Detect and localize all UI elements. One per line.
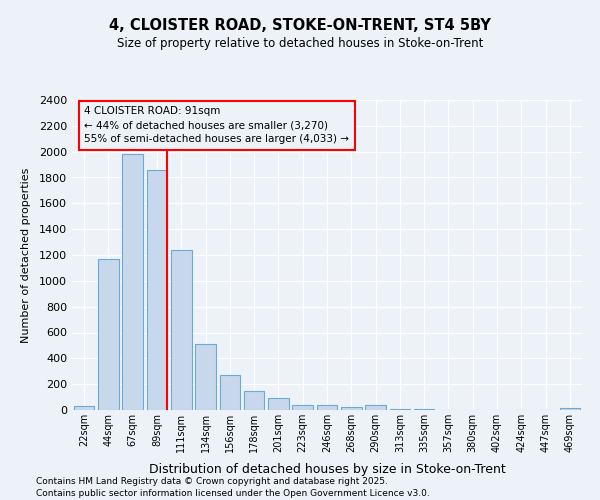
Bar (244, 390, 265, 410)
Bar (98, 259, 119, 410)
Bar (74, 406, 94, 410)
Text: Contains public sector information licensed under the Open Government Licence v3: Contains public sector information licen… (36, 489, 430, 498)
Text: Contains HM Land Registry data © Crown copyright and database right 2025.: Contains HM Land Registry data © Crown c… (36, 478, 388, 486)
Text: 4, CLOISTER ROAD, STOKE-ON-TRENT, ST4 5BY: 4, CLOISTER ROAD, STOKE-ON-TRENT, ST4 5B… (109, 18, 491, 32)
Bar (146, 170, 167, 410)
Y-axis label: Number of detached properties: Number of detached properties (20, 168, 31, 342)
Text: 4 CLOISTER ROAD: 91sqm
← 44% of detached houses are smaller (3,270)
55% of semi-: 4 CLOISTER ROAD: 91sqm ← 44% of detached… (85, 106, 349, 144)
Bar (122, 154, 143, 410)
Bar (560, 408, 580, 410)
Bar (220, 375, 240, 410)
Text: Size of property relative to detached houses in Stoke-on-Trent: Size of property relative to detached ho… (117, 38, 483, 51)
Bar (292, 405, 313, 410)
Bar (171, 250, 191, 410)
X-axis label: Distribution of detached houses by size in Stoke-on-Trent: Distribution of detached houses by size … (149, 464, 505, 476)
Bar (389, 408, 410, 410)
Bar (317, 405, 337, 410)
Bar (268, 398, 289, 410)
Bar (195, 344, 216, 410)
Bar (365, 405, 386, 410)
Bar (341, 408, 362, 410)
